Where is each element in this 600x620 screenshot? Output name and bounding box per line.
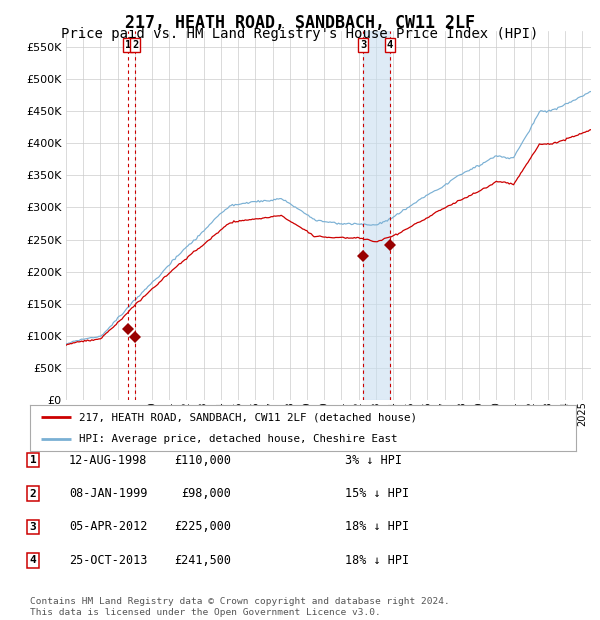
Text: 1: 1 [29, 455, 37, 465]
Text: £110,000: £110,000 [174, 454, 231, 466]
Text: 217, HEATH ROAD, SANDBACH, CW11 2LF: 217, HEATH ROAD, SANDBACH, CW11 2LF [125, 14, 475, 32]
Text: 2: 2 [29, 489, 37, 498]
Text: 25-OCT-2013: 25-OCT-2013 [69, 554, 148, 567]
Text: 18% ↓ HPI: 18% ↓ HPI [345, 554, 409, 567]
Text: 12-AUG-1998: 12-AUG-1998 [69, 454, 148, 466]
Text: £225,000: £225,000 [174, 521, 231, 533]
Text: Price paid vs. HM Land Registry's House Price Index (HPI): Price paid vs. HM Land Registry's House … [61, 27, 539, 42]
Text: 4: 4 [29, 556, 37, 565]
Text: £241,500: £241,500 [174, 554, 231, 567]
Text: Contains HM Land Registry data © Crown copyright and database right 2024.
This d: Contains HM Land Registry data © Crown c… [30, 598, 450, 617]
Text: 3% ↓ HPI: 3% ↓ HPI [345, 454, 402, 466]
Text: 1: 1 [125, 40, 131, 50]
Text: 3: 3 [29, 522, 37, 532]
Text: 05-APR-2012: 05-APR-2012 [69, 521, 148, 533]
Text: 217, HEATH ROAD, SANDBACH, CW11 2LF (detached house): 217, HEATH ROAD, SANDBACH, CW11 2LF (det… [79, 412, 417, 422]
Text: 18% ↓ HPI: 18% ↓ HPI [345, 521, 409, 533]
Text: 08-JAN-1999: 08-JAN-1999 [69, 487, 148, 500]
Text: 15% ↓ HPI: 15% ↓ HPI [345, 487, 409, 500]
Text: 2: 2 [132, 40, 139, 50]
Text: £98,000: £98,000 [181, 487, 231, 500]
Text: HPI: Average price, detached house, Cheshire East: HPI: Average price, detached house, Ches… [79, 434, 398, 444]
Text: 4: 4 [387, 40, 393, 50]
Text: 3: 3 [360, 40, 367, 50]
Bar [363, 31, 390, 400]
